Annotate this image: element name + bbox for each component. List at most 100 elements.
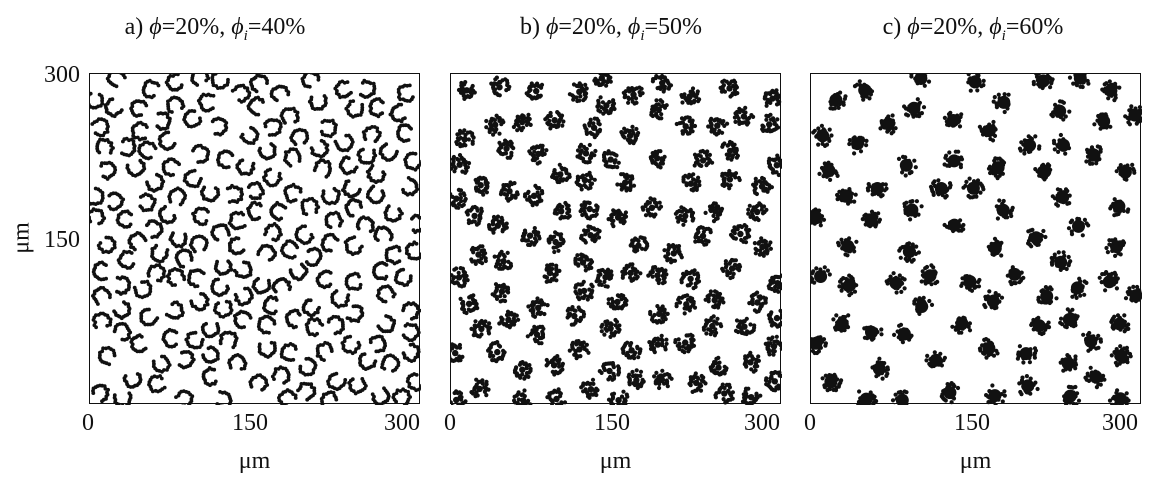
particle-cluster <box>1109 313 1130 333</box>
particle-cluster <box>165 74 184 92</box>
particle-cluster <box>226 184 244 204</box>
particle-cluster <box>283 147 302 167</box>
particle-cluster <box>1070 277 1088 300</box>
particle-cluster <box>499 180 520 202</box>
particle-cluster <box>987 237 1004 258</box>
particle-cluster <box>201 322 221 338</box>
particle-cluster <box>344 198 363 218</box>
particle-cluster <box>920 263 940 286</box>
particle-cluster <box>249 74 269 93</box>
particle-cluster <box>90 207 106 225</box>
particle-cluster <box>764 370 782 392</box>
particle-cluster <box>595 95 616 116</box>
particle-cluster <box>138 192 156 212</box>
particle-cluster <box>943 150 965 170</box>
particle-cluster <box>1006 265 1026 286</box>
particle-cluster <box>289 128 309 146</box>
particle-cluster <box>583 117 603 140</box>
particle-cluster <box>1084 144 1103 166</box>
particle-cluster <box>763 88 782 108</box>
panel-b-x-axis-label: μm <box>450 448 781 475</box>
particle-cluster <box>821 373 844 392</box>
particle-cluster <box>339 155 359 175</box>
particle-cluster <box>405 240 421 260</box>
particle-cluster <box>271 365 291 384</box>
particle-cluster <box>120 137 137 158</box>
particle-cluster <box>372 261 389 281</box>
particle-cluster <box>228 211 247 231</box>
particle-cluster <box>649 149 667 169</box>
particle-cluster <box>113 322 132 342</box>
particle-cluster <box>167 186 187 206</box>
particle-cluster <box>310 139 330 159</box>
particle-cluster <box>704 289 726 309</box>
particle-cluster <box>308 94 328 111</box>
particle-cluster <box>607 293 629 311</box>
particle-cluster <box>885 271 907 295</box>
particle-cluster <box>526 296 549 319</box>
particle-cluster <box>811 265 832 285</box>
particle-cluster <box>262 295 279 316</box>
particle-cluster <box>992 92 1011 114</box>
particle-cluster <box>401 176 419 197</box>
particle-cluster <box>1033 162 1052 181</box>
panel-a-plot <box>89 73 420 404</box>
panel-b-phii-symbol: ϕ <box>628 14 640 40</box>
panel-b-x-tick-0: 0 <box>444 410 456 437</box>
particle-cluster <box>674 205 696 227</box>
particle-cluster <box>1124 285 1142 304</box>
particle-cluster <box>1108 197 1130 217</box>
panel-c-x-tick-150: 150 <box>954 410 990 437</box>
particle-cluster <box>137 140 157 160</box>
particle-cluster <box>346 304 365 323</box>
particle-cluster <box>547 230 566 254</box>
particle-cluster <box>451 266 470 289</box>
particle-cluster <box>305 317 325 338</box>
particle-cluster <box>165 300 185 319</box>
particle-cluster <box>234 287 254 307</box>
particle-cluster <box>961 177 985 200</box>
particle-cluster <box>90 92 104 110</box>
particle-cluster <box>233 310 253 330</box>
particle-cluster <box>753 236 773 258</box>
particle-cluster <box>376 314 396 333</box>
particle-cluster <box>344 235 364 256</box>
particle-cluster <box>646 265 668 285</box>
particle-cluster <box>741 387 763 405</box>
particle-cluster <box>469 319 492 339</box>
particle-cluster <box>902 97 926 119</box>
particle-cluster <box>410 214 421 235</box>
particle-cluster <box>117 250 136 270</box>
particle-cluster <box>327 315 345 335</box>
particle-cluster <box>326 372 347 391</box>
particle-cluster <box>123 372 143 389</box>
particle-cluster <box>246 201 263 222</box>
particle-cluster <box>493 250 513 271</box>
particle-cluster <box>817 161 839 182</box>
particle-cluster <box>496 139 515 160</box>
particle-cluster <box>641 196 664 218</box>
particle-cluster <box>497 310 520 330</box>
particle-cluster <box>1083 366 1106 390</box>
particle-cluster <box>147 374 167 393</box>
particle-cluster <box>376 284 397 303</box>
particle-cluster <box>545 354 566 377</box>
particle-cluster <box>406 372 421 392</box>
particle-cluster <box>358 352 377 371</box>
particle-cluster <box>285 309 302 330</box>
panel-c-label: c) <box>883 14 902 40</box>
particle-cluster <box>681 172 701 192</box>
particle-cluster <box>104 97 124 118</box>
panel-c-title: c) ϕ=20%, ϕi=60% <box>792 14 1154 45</box>
particle-cluster <box>150 244 169 264</box>
particle-cluster <box>943 218 966 233</box>
particle-cluster <box>228 236 246 255</box>
particle-cluster <box>191 144 210 164</box>
particle-cluster <box>679 268 701 290</box>
particle-cluster <box>679 86 701 105</box>
particle-cluster <box>734 317 756 336</box>
particle-cluster <box>184 331 204 350</box>
particle-cluster <box>575 171 597 192</box>
particle-cluster <box>451 188 468 210</box>
particle-cluster <box>385 245 402 266</box>
